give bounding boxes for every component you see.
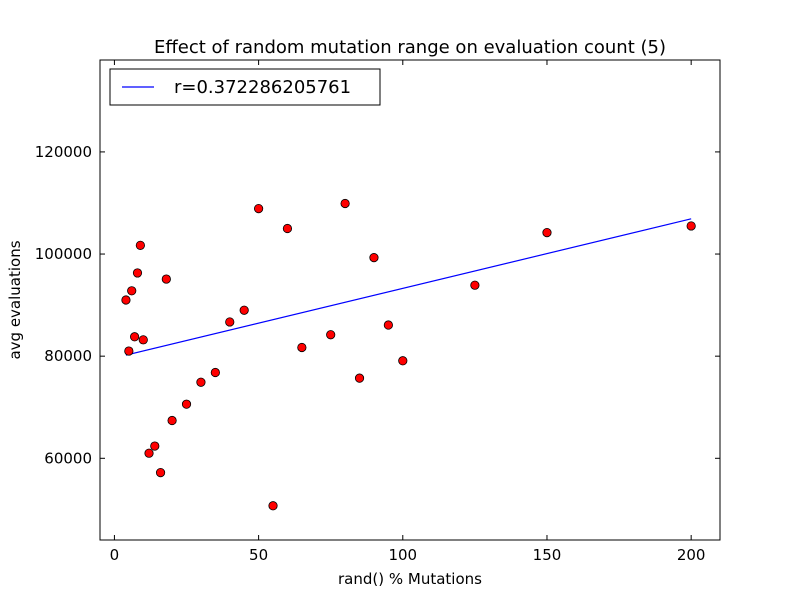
x-tick-label-1: 50 (249, 546, 268, 564)
y-tick-label-2: 100000 (35, 245, 92, 263)
x-axis-label: rand() % Mutations (338, 570, 482, 588)
data-point-3 (130, 332, 140, 342)
data-point-14 (210, 367, 220, 378)
data-point-11 (167, 415, 177, 426)
data-point-9 (155, 467, 166, 478)
data-point-0 (121, 295, 131, 305)
legend: r=0.372286205761 (109, 68, 381, 106)
data-point-13 (196, 377, 206, 387)
data-point-8 (150, 441, 160, 451)
data-point-7 (144, 448, 154, 458)
data-point-29 (686, 221, 696, 231)
y-tick-label-3: 120000 (35, 143, 92, 161)
data-point-20 (297, 342, 307, 353)
fit-line-layer (125, 218, 692, 356)
data-point-1 (124, 346, 134, 356)
legend-label: r=0.372286205761 (174, 77, 351, 98)
data-point-23 (354, 373, 365, 383)
data-point-2 (127, 286, 137, 296)
data-point-12 (181, 399, 192, 409)
data-point-4 (132, 268, 143, 278)
data-point-10 (161, 274, 171, 284)
data-points (121, 198, 696, 511)
legend-box (109, 68, 381, 106)
data-point-17 (254, 203, 264, 214)
y-axis-label: avg evaluations (6, 240, 24, 359)
y-tick-label-0: 60000 (44, 449, 92, 467)
chart-title: Effect of random mutation range on evalu… (154, 37, 666, 58)
data-point-5 (135, 240, 145, 250)
y-tick-label-1: 80000 (44, 347, 92, 365)
x-tick-label-4: 200 (677, 546, 706, 564)
data-point-28 (542, 227, 552, 238)
data-point-19 (282, 223, 293, 234)
x-tick-label-3: 150 (533, 546, 562, 564)
regression-line (125, 218, 692, 356)
data-point-6 (138, 335, 148, 345)
data-point-18 (268, 501, 278, 511)
data-point-27 (470, 280, 480, 290)
x-axis-ticks: 0 50 100 150 200 (110, 60, 706, 564)
data-point-16 (239, 305, 249, 315)
x-tick-label-0: 0 (110, 546, 120, 564)
data-point-15 (225, 317, 235, 327)
data-point-25 (383, 320, 393, 330)
data-point-21 (326, 330, 336, 340)
x-tick-label-2: 100 (388, 546, 417, 564)
data-point-26 (398, 356, 408, 366)
data-point-22 (340, 198, 350, 209)
y-axis-ticks: 60000 80000 100000 120000 (35, 143, 720, 467)
data-point-24 (369, 253, 379, 263)
plot-area (99, 59, 721, 541)
